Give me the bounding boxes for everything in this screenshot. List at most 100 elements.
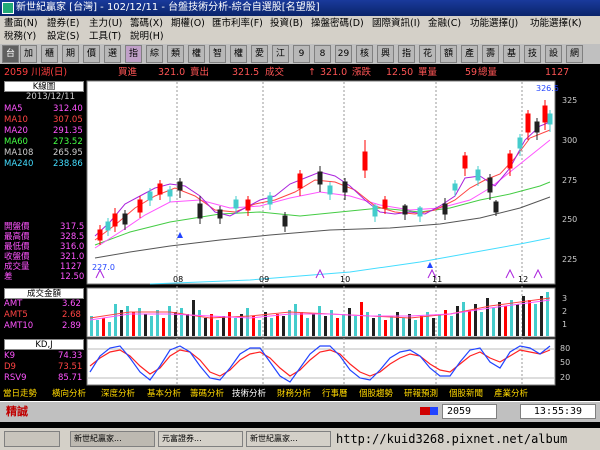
signal-markers: [177, 232, 433, 268]
taskbar-app-2[interactable]: 元富證券...: [158, 431, 243, 447]
toolbar-button[interactable]: 愛: [251, 45, 268, 63]
toolbar-button[interactable]: 技: [524, 45, 541, 63]
toolbar-button[interactable]: 29: [335, 45, 352, 63]
menu-investment[interactable]: 投資(B): [270, 18, 303, 29]
rsv9-value: 85.71: [58, 373, 83, 383]
tab-chips[interactable]: 籌碼分析: [190, 389, 225, 399]
toolbar-button[interactable]: 網: [566, 45, 583, 63]
tab-intraday[interactable]: 當日走勢: [3, 389, 38, 399]
menu-function-j[interactable]: 功能選擇(J): [470, 18, 519, 29]
menu-main-force[interactable]: 主力(U): [89, 18, 123, 29]
toolbar-button[interactable]: 8: [314, 45, 331, 63]
d9-value: 73.51: [58, 362, 83, 372]
toolbar-button[interactable]: 產: [461, 45, 478, 63]
toolbar-button[interactable]: 台: [2, 45, 19, 63]
toolbar-button[interactable]: 額: [440, 45, 457, 63]
up-candles: [97, 100, 548, 245]
diff-label: 差: [4, 272, 13, 282]
menu-finance[interactable]: 金融(C): [428, 18, 462, 29]
menu-settings[interactable]: 設定(S): [47, 31, 80, 42]
k9-value: 74.33: [58, 351, 83, 361]
menu-help[interactable]: 說明(H): [130, 31, 164, 42]
menu-screen[interactable]: 畫面(N): [4, 18, 38, 29]
toolbar-button[interactable]: 智: [209, 45, 226, 63]
menu-tools[interactable]: 工具(T): [89, 31, 122, 42]
ma60-value: 273.52: [53, 137, 83, 147]
toolbar: 台 加 櫃 期 價 選 指 綜 類 權 智 權 愛 江 9 8 29 核 興 指…: [0, 44, 600, 64]
flat-candles: [105, 110, 553, 236]
analysis-tabs: 當日走勢 橫向分析 深度分析 基本分析 籌碼分析 技術分析 財務分析 行事曆 個…: [0, 388, 600, 401]
tab-fundamental[interactable]: 基本分析: [147, 389, 182, 399]
toolbar-button[interactable]: 指: [125, 45, 142, 63]
tab-forecast[interactable]: 研報預測: [404, 389, 439, 399]
low-label: 最低價: [4, 242, 30, 252]
vol-tick-1: 1: [562, 320, 568, 329]
vol-tick-2: 2: [562, 307, 568, 316]
sell-label: 賣出: [190, 67, 210, 78]
tab-trend[interactable]: 個股趨勢: [359, 389, 394, 399]
taskbar-app-3[interactable]: 新世紀贏家...: [246, 431, 331, 447]
toolbar-button[interactable]: 選: [104, 45, 121, 63]
tab-financial[interactable]: 財務分析: [277, 389, 312, 399]
tab-news[interactable]: 個股新聞: [449, 389, 484, 399]
toolbar-button[interactable]: 興: [377, 45, 394, 63]
unit-volume-label: 單量: [418, 67, 438, 78]
k-chart-title[interactable]: K線圖: [4, 81, 84, 92]
menu-securities[interactable]: 證券(E): [47, 18, 80, 29]
toolbar-button[interactable]: 加: [20, 45, 37, 63]
x-tick-12: 12: [518, 275, 529, 284]
ma20-label: MA20: [4, 126, 28, 136]
tab-technical[interactable]: 技術分析: [232, 389, 267, 399]
volume-panel-title[interactable]: 成交金額: [4, 288, 84, 299]
toolbar-button[interactable]: 花: [419, 45, 436, 63]
low-value: 316.0: [60, 242, 85, 252]
toolbar-button[interactable]: 設: [545, 45, 562, 63]
stock-code[interactable]: 2059 川湖(日): [4, 67, 68, 78]
menu-function-k[interactable]: 功能選擇(K): [530, 18, 582, 29]
ma108-value: 265.95: [53, 148, 83, 158]
volume-label: 成交量: [4, 262, 30, 272]
ma60-label: MA60: [4, 137, 28, 147]
volume-bars: [90, 292, 549, 336]
toolbar-button[interactable]: 權: [188, 45, 205, 63]
menu-chips[interactable]: 籌碼(X): [130, 18, 163, 29]
toolbar-button[interactable]: 9: [293, 45, 310, 63]
tab-industry[interactable]: 產業分析: [494, 389, 529, 399]
tab-horizontal[interactable]: 橫向分析: [52, 389, 87, 399]
toolbar-button[interactable]: 壽: [482, 45, 499, 63]
toolbar-button[interactable]: 權: [230, 45, 247, 63]
menu-tax[interactable]: 稅務(Y): [4, 31, 37, 42]
buy-price: 321.0: [158, 67, 186, 78]
tab-depth[interactable]: 深度分析: [101, 389, 136, 399]
menu-fx-rates[interactable]: 匯市利率(F): [212, 18, 263, 29]
start-button[interactable]: [4, 431, 60, 447]
change-value: 12.50: [386, 67, 414, 78]
y-tick-275: 275: [562, 176, 578, 185]
stock-code-input[interactable]: 2059: [442, 404, 497, 419]
toolbar-button[interactable]: 價: [83, 45, 100, 63]
amt10-line: [89, 299, 551, 321]
taskbar-app-1[interactable]: 新世紀贏家...: [70, 431, 155, 447]
volume-value: 1127: [60, 262, 82, 272]
toolbar-button[interactable]: 基: [503, 45, 520, 63]
menu-trading-code[interactable]: 操盤密碼(D): [311, 18, 364, 29]
y-tick-225: 225: [562, 255, 578, 264]
toolbar-button[interactable]: 類: [167, 45, 184, 63]
menu-options[interactable]: 期權(O): [171, 18, 205, 29]
clock-display: 13:55:39: [520, 404, 596, 419]
menu-international[interactable]: 國際資訊(I): [372, 18, 421, 29]
toolbar-button[interactable]: 江: [272, 45, 289, 63]
quote-bar: 2059 川湖(日) 買進 321.0 賣出 321.5 成交 ↑ 321.0 …: [0, 66, 600, 79]
ma240-value: 238.86: [53, 159, 83, 169]
high-price-marker: 326.5: [536, 84, 559, 93]
kd-panel-title[interactable]: KD,J: [4, 339, 84, 350]
toolbar-button[interactable]: 指: [398, 45, 415, 63]
toolbar-button[interactable]: 綜: [146, 45, 163, 63]
toolbar-button[interactable]: 期: [62, 45, 79, 63]
toolbar-button[interactable]: 核: [356, 45, 373, 63]
ma10-value: 307.05: [53, 115, 83, 125]
toolbar-button[interactable]: 櫃: [41, 45, 58, 63]
ma108-label: MA108: [4, 148, 34, 158]
tab-calendar[interactable]: 行事曆: [322, 389, 348, 399]
close-value: 321.0: [60, 252, 85, 262]
